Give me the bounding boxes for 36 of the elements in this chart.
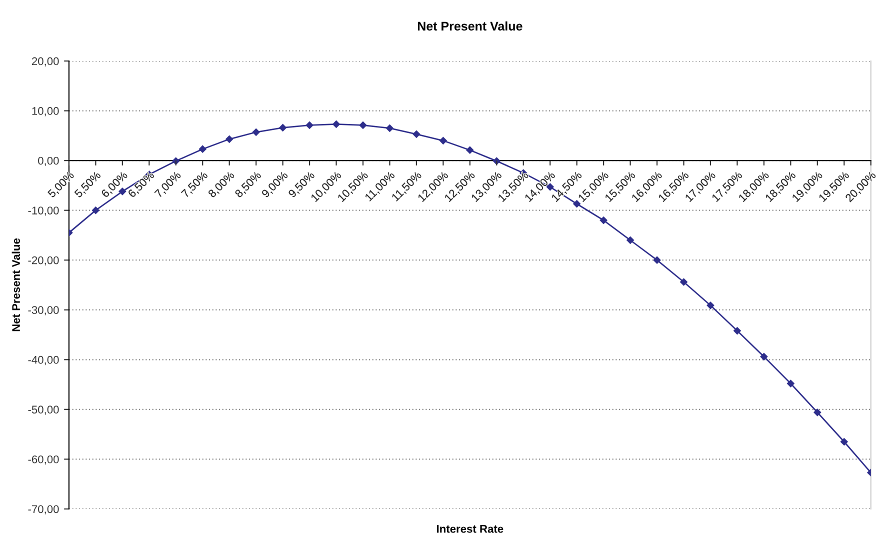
point [279, 124, 286, 132]
point [440, 137, 447, 144]
y-tick-label: 10,00 [32, 107, 59, 116]
y-tick-label: -10,00 [28, 206, 59, 216]
y-tick-label: -70,00 [28, 505, 59, 514]
point [600, 216, 608, 224]
point [226, 136, 233, 143]
point [814, 408, 822, 416]
point [680, 278, 688, 286]
y-tick-label: -30,00 [28, 306, 59, 316]
point [252, 128, 260, 136]
point [626, 236, 634, 244]
y-axis-title: Net Present Value [12, 238, 20, 332]
point [840, 438, 848, 446]
point [466, 146, 474, 154]
y-tick-label: -50,00 [28, 406, 59, 415]
x-axis-title: Interest Rate [437, 525, 504, 533]
point [92, 206, 100, 214]
y-tick-label: -40,00 [28, 356, 59, 366]
point [734, 327, 741, 334]
y-tick-label: 20,00 [32, 57, 59, 66]
point [359, 122, 367, 129]
point [386, 124, 394, 132]
point [706, 302, 714, 310]
chart-title: Net Present Value [418, 21, 522, 31]
y-tick-label: 0,00 [38, 156, 59, 166]
y-tick-label: -20,00 [28, 256, 59, 266]
point [306, 122, 314, 129]
point [332, 120, 340, 128]
point [412, 130, 420, 138]
point [493, 157, 500, 165]
point [787, 380, 794, 388]
point [760, 353, 768, 360]
y-tick-label: -60,00 [28, 455, 59, 465]
point [198, 145, 206, 153]
point [653, 256, 661, 264]
